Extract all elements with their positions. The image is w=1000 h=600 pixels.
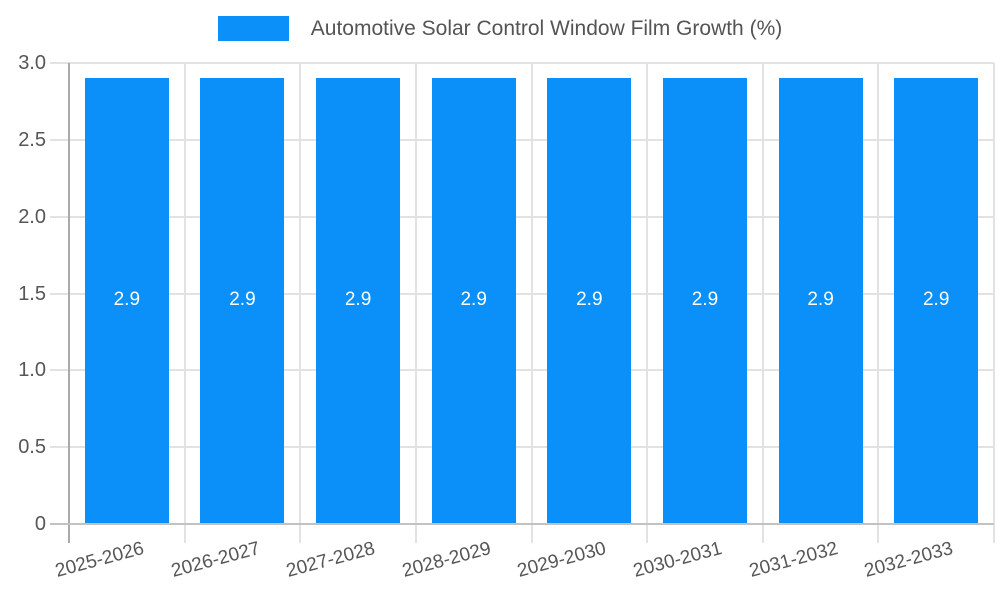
y-gridline [50, 446, 994, 449]
bar-value-label: 2.9 [460, 289, 487, 311]
bar-value-label: 2.9 [576, 289, 603, 311]
y-tick-label: 1.0 [18, 359, 46, 382]
x-tick-label: 2029-2030 [515, 538, 609, 582]
y-gridline [50, 369, 994, 372]
y-gridline [50, 62, 994, 64]
x-gridline [646, 63, 649, 543]
y-tick-label: 3.0 [18, 52, 46, 74]
x-gridline [761, 63, 764, 543]
legend[interactable]: Automotive Solar Control Window Film Gro… [0, 16, 1000, 41]
bar-2029-2030[interactable]: 2.9 [547, 78, 632, 524]
x-gridline [530, 63, 533, 543]
legend-label: Automotive Solar Control Window Film Gro… [310, 16, 783, 40]
y-axis-line [68, 63, 70, 543]
bar-2028-2029[interactable]: 2.9 [431, 78, 516, 524]
x-tick-label: 2026-2027 [168, 538, 262, 582]
y-gridline [50, 215, 994, 218]
x-gridline [183, 63, 186, 543]
x-tick-label: 2031-2032 [746, 538, 840, 582]
bar-2032-2033[interactable]: 2.9 [894, 78, 979, 524]
x-gridline [993, 63, 995, 543]
x-axis-line [50, 523, 994, 525]
y-tick-label: 0.5 [18, 436, 46, 459]
bar-value-label: 2.9 [922, 289, 950, 311]
bar-2030-2031[interactable]: 2.9 [662, 78, 747, 524]
x-tick-label: 2025-2026 [53, 538, 147, 582]
y-gridline [50, 138, 994, 141]
x-gridline [414, 63, 417, 543]
x-tick-label: 2032-2033 [862, 538, 956, 582]
x-gridline [877, 63, 880, 543]
x-tick-label: 2030-2031 [631, 538, 725, 582]
plot-area: 2.9 2.9 2.9 2.9 2.9 2.9 2.9 2.9 [50, 62, 995, 543]
bar-2027-2028[interactable]: 2.9 [316, 78, 401, 524]
bar-2025-2026[interactable]: 2.9 [84, 78, 169, 524]
bar-2031-2032[interactable]: 2.9 [778, 78, 863, 524]
bar-value-label: 2.9 [229, 289, 256, 311]
y-tick-label: 0 [34, 513, 46, 535]
x-gridline [299, 63, 302, 543]
bar-value-label: 2.9 [344, 289, 372, 311]
y-tick-label: 1.5 [18, 282, 46, 305]
legend-swatch [217, 16, 289, 41]
bar-value-label: 2.9 [807, 289, 834, 311]
y-gridline [50, 292, 994, 295]
bar-2026-2027[interactable]: 2.9 [200, 78, 285, 524]
x-tick-label: 2028-2029 [399, 538, 494, 582]
y-tick-label: 2.5 [18, 128, 46, 151]
bar-value-label: 2.9 [691, 289, 719, 311]
y-tick-label: 2.0 [18, 205, 46, 228]
bar-value-label: 2.9 [113, 289, 141, 311]
x-tick-label: 2027-2028 [284, 538, 378, 582]
